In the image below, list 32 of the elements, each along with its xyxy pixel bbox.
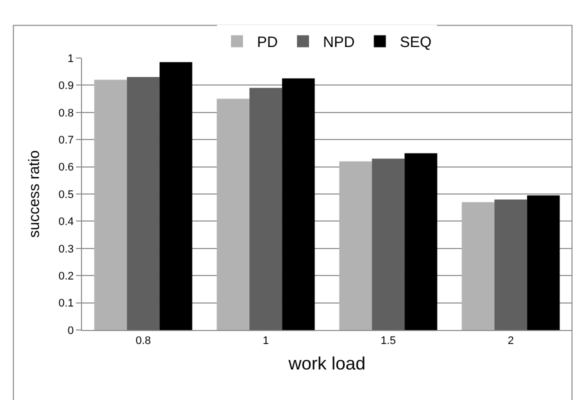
legend-label: PD [257, 34, 278, 52]
bar [216, 98, 250, 330]
bar [160, 62, 192, 330]
y-tick-label: 0.1 [58, 298, 74, 310]
bar [282, 78, 315, 330]
y-axis-title: success ratio [26, 150, 43, 238]
bar [339, 161, 372, 330]
bar [94, 80, 127, 330]
y-tick-label: 0.3 [58, 243, 74, 256]
y-tick-label: 0 [68, 324, 74, 337]
x-tick-label: 2 [508, 335, 514, 348]
x-axis-title: work load [287, 353, 366, 374]
x-tick-label: 0.8 [136, 335, 151, 348]
y-tick-label: 0.7 [58, 134, 74, 146]
y-tick-label: 0.5 [58, 188, 74, 201]
x-tick-label: 1 [262, 335, 269, 348]
bar [404, 153, 438, 330]
x-tick-label: 1.5 [380, 335, 396, 348]
bar [494, 199, 528, 330]
bar [527, 195, 560, 330]
bar [462, 202, 494, 330]
y-tick-label: 0.9 [58, 80, 74, 92]
y-tick-label: 1 [68, 52, 74, 65]
y-tick-label: 0.6 [58, 162, 74, 174]
y-tick-label: 0.4 [58, 216, 74, 228]
y-tick-label: 0.8 [58, 107, 74, 120]
y-tick-label: 0.2 [58, 270, 74, 282]
legend-label: SEQ [400, 34, 432, 52]
bar [126, 77, 160, 330]
bar [249, 88, 282, 330]
legend-label: NPD [323, 34, 355, 52]
bar [372, 158, 405, 330]
